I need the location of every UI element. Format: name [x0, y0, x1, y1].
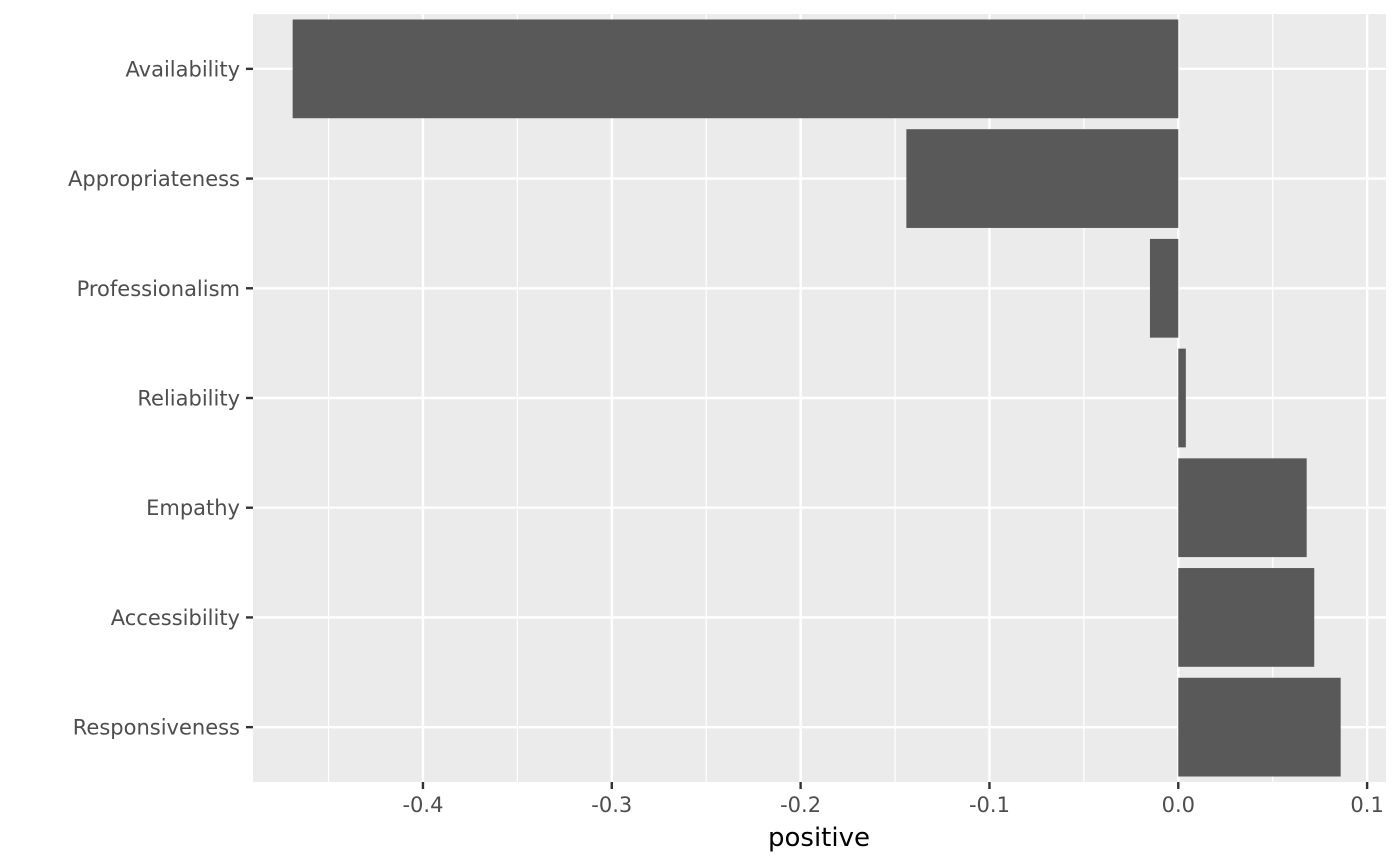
y-tick-label: Professionalism — [77, 277, 240, 301]
x-axis-title: positive — [768, 823, 870, 853]
x-axis: -0.4 -0.3 -0.2 -0.1 0.0 0.1 — [402, 782, 1384, 817]
y-axis: Availability Appropriateness Professionali… — [68, 57, 253, 740]
bar-availability — [292, 19, 1179, 119]
x-tick-label: -0.2 — [780, 793, 821, 817]
bar-professionalism — [1149, 238, 1179, 338]
bar-responsiveness — [1178, 677, 1341, 777]
bar-empathy — [1178, 458, 1307, 558]
x-tick-label: 0.0 — [1162, 793, 1195, 817]
x-tick-label: -0.1 — [969, 793, 1010, 817]
x-tick-label: 0.1 — [1350, 793, 1383, 817]
y-tick-label: Availability — [126, 57, 240, 81]
y-tick-label: Responsiveness — [73, 716, 240, 740]
x-tick-label: -0.3 — [591, 793, 632, 817]
y-tick-label: Appropriateness — [68, 167, 240, 191]
bar-accessibility — [1178, 568, 1315, 667]
bar-reliability — [1178, 348, 1186, 448]
y-tick-label: Reliability — [137, 387, 240, 411]
bar-appropriateness — [906, 129, 1179, 228]
y-tick-label: Empathy — [146, 496, 240, 520]
y-tick-label: Accessibility — [111, 606, 240, 630]
x-tick-label: -0.4 — [402, 793, 443, 817]
bars — [292, 19, 1341, 777]
